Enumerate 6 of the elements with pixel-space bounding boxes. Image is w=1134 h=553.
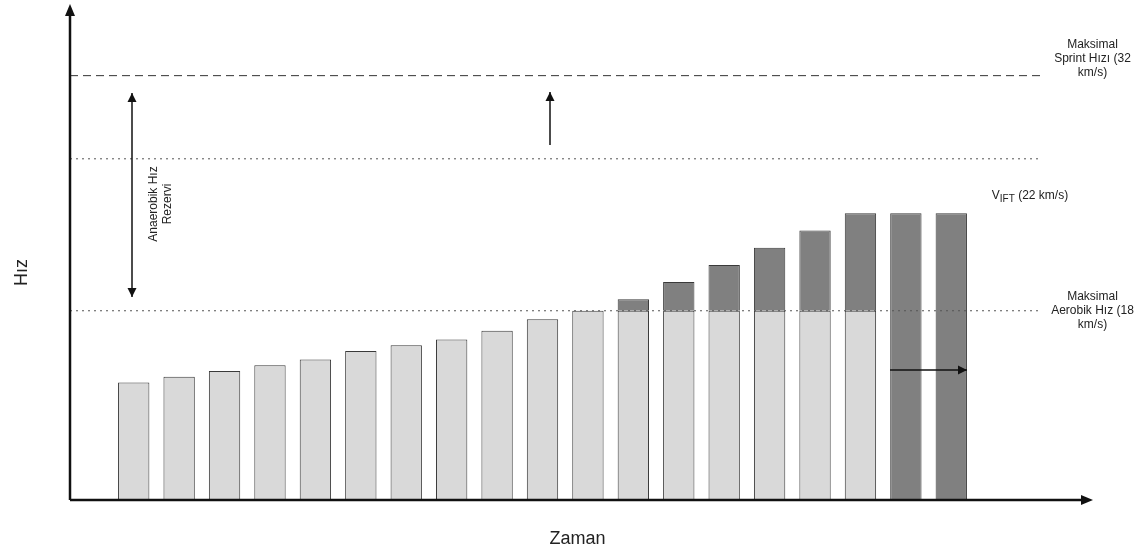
annotation: Anaerobik Hız Rezervi [146, 165, 174, 244]
x-axis-title: Zaman [548, 528, 607, 549]
ref-line-label: Maksimal Sprint Hızı (32 km/s) [1053, 36, 1132, 79]
y-axis-title: Hız [11, 259, 32, 286]
ref-line-label: Maksimal Aerobik Hız (18 km/s) [1050, 288, 1134, 331]
text: V$_{IFT}$ (22 km/s) [990, 188, 1070, 207]
